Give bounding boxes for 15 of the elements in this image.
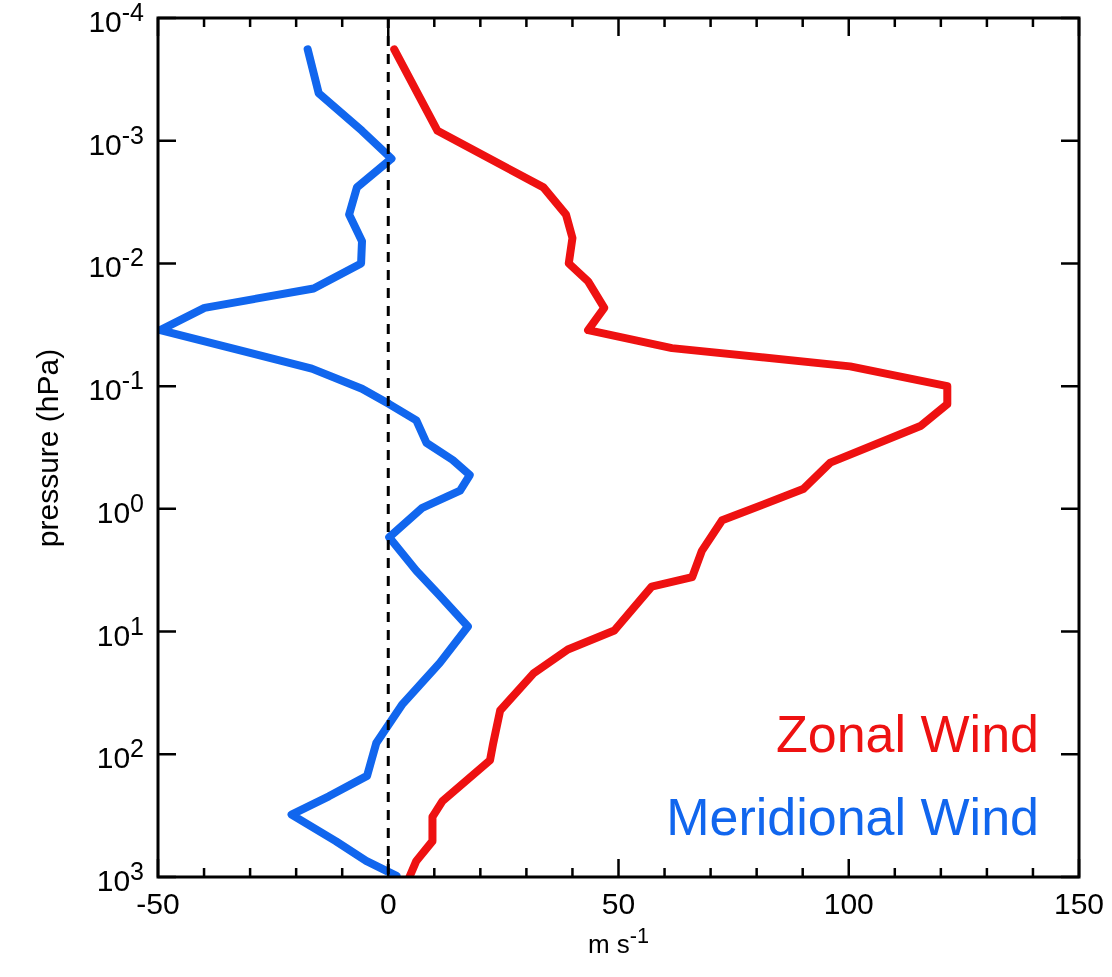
- x-tick-label: 150: [1053, 887, 1105, 920]
- x-tick-label: 50: [601, 887, 636, 920]
- y-tick-label: 10$^{-2}$: [88, 242, 144, 283]
- y-tick-label: 10$^{-4}$: [88, 0, 144, 38]
- text: Zonal Wind: [775, 703, 1039, 765]
- y-axis-title: pressure (hPa): [31, 348, 64, 547]
- text: Meridional Wind: [666, 786, 1039, 848]
- x-tick-label: 100: [823, 887, 874, 920]
- y-tick-label: 10$^{-1}$: [88, 365, 144, 406]
- y-tick-label: 10$^{0}$: [96, 488, 144, 529]
- y-tick-label: 10$^{2}$: [96, 733, 144, 774]
- x-tick-label: 0: [379, 887, 397, 920]
- y-tick-label: 10$^{1}$: [96, 611, 144, 652]
- y-tick-label: 10$^{-3}$: [88, 120, 144, 161]
- x-axis-title: m s$^{-1}$: [587, 923, 650, 959]
